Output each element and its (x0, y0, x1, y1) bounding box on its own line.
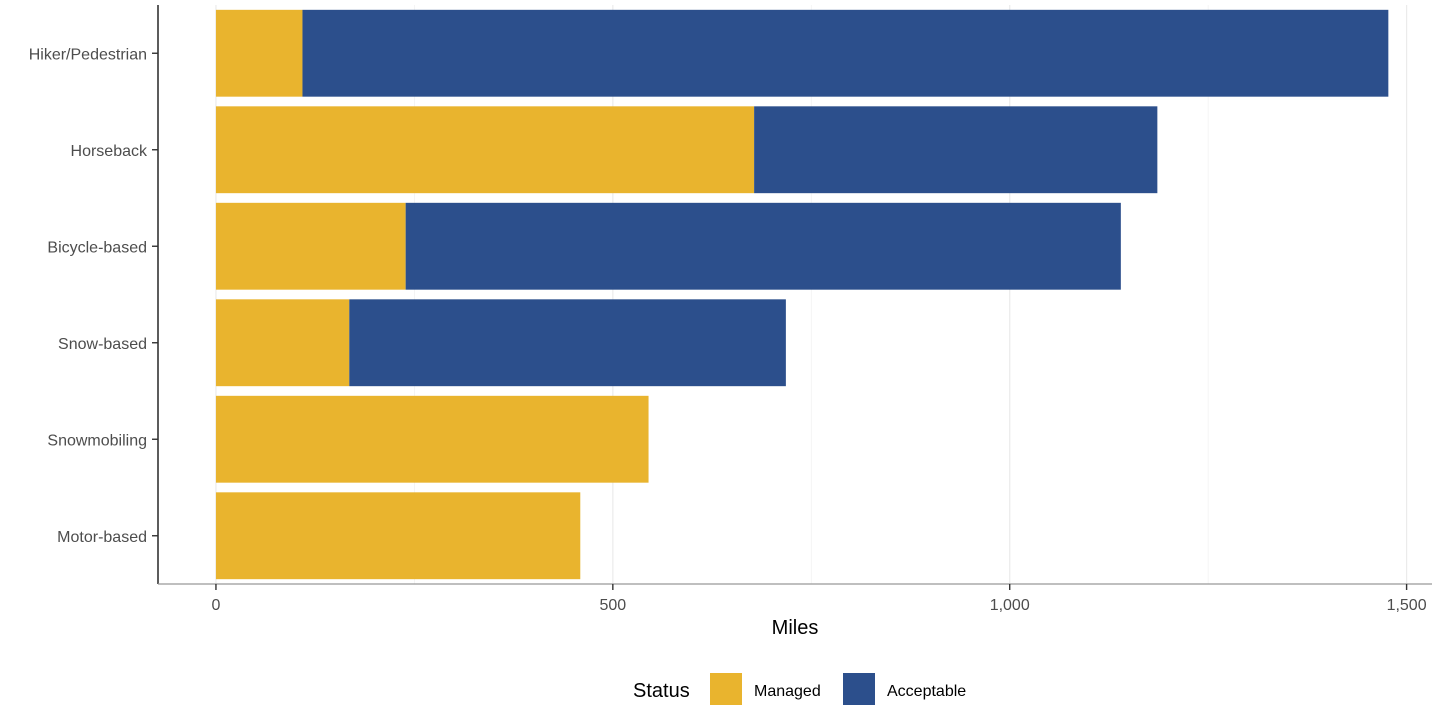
bar-managed-horseback (215, 106, 755, 194)
bar-acceptable-hiker-pedestrian (302, 9, 1389, 97)
legend-label-acceptable: Acceptable (887, 683, 966, 700)
y-axis: Hiker/Pedestrian Horseback Bicycle-based Sn… (29, 46, 158, 546)
legend-items: Managed Acceptable (710, 673, 966, 705)
gridlines (215, 5, 1408, 584)
bar-acceptable-bicycle-based (405, 202, 1121, 290)
y-tick-label: Snowmobiling (47, 432, 147, 449)
bar-acceptable-snow-based (349, 299, 786, 387)
bar-managed-motor-based (215, 492, 581, 580)
legend-key-managed (710, 673, 742, 705)
bar-managed-snowmobiling (215, 395, 649, 483)
bar-managed-bicycle-based (215, 202, 406, 290)
x-tick-label: 500 (599, 597, 626, 614)
legend: Status Managed Acceptable (633, 673, 966, 705)
x-tick-label: 1,500 (1387, 597, 1427, 614)
y-tick-label: Hiker/Pedestrian (29, 46, 147, 63)
bar-managed-hiker-pedestrian (215, 9, 303, 97)
legend-key-acceptable (843, 673, 875, 705)
bars (215, 9, 1389, 580)
y-tick-label: Bicycle-based (47, 239, 147, 256)
x-axis-title: Miles (772, 617, 819, 639)
y-tick-label: Motor-based (57, 529, 147, 546)
bar-acceptable-horseback (754, 106, 1158, 194)
legend-label-managed: Managed (754, 683, 821, 700)
x-axis: 0 500 1,000 1,500 (211, 584, 1427, 614)
x-tick-label: 1,000 (990, 597, 1030, 614)
y-tick-label: Horseback (71, 143, 148, 160)
legend-title: Status (633, 680, 690, 702)
bar-managed-snow-based (215, 299, 350, 387)
y-tick-label: Snow-based (58, 336, 147, 353)
x-tick-label: 0 (211, 597, 220, 614)
